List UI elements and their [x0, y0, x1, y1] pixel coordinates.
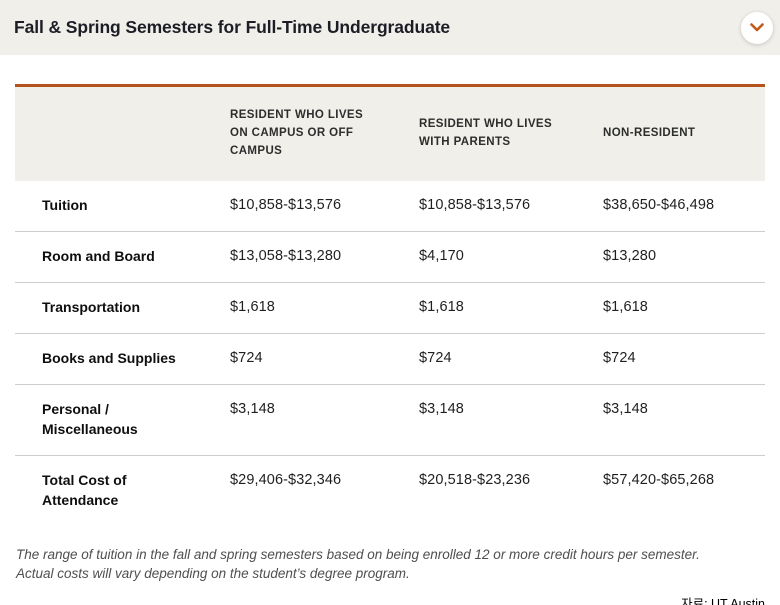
row-value: $57,420-$65,268 — [603, 471, 715, 488]
column-header-non-resident: NON-RESIDENT — [603, 127, 696, 140]
table-row: Room and Board $13,058-$13,280 $4,170 $1… — [15, 231, 765, 282]
row-value: $10,858-$13,576 — [419, 197, 531, 213]
row-value: $724 — [603, 350, 636, 367]
table-row: Total Cost of Attendance $29,406-$32,346… — [15, 454, 765, 526]
footnote-line-1: The range of tuition in the fall and spr… — [16, 547, 700, 563]
column-header-resident-parents: RESIDENT WHO LIVES WITH PARENTS — [419, 118, 553, 148]
table-body: Tuition $10,858-$13,576 $10,858-$13,576 … — [15, 181, 765, 525]
row-value: $38,650-$46,498 — [603, 197, 715, 213]
row-value: $13,280 — [603, 248, 657, 265]
row-value: $20,518-$23,236 — [419, 471, 531, 488]
accordion-header[interactable]: Fall & Spring Semesters for Full-Time Un… — [0, 0, 780, 55]
row-label: Books and Supplies — [42, 350, 176, 367]
table-header-row: RESIDENT WHO LIVES ON CAMPUS OR OFF CAMP… — [15, 87, 765, 181]
row-value: $13,058-$13,280 — [230, 248, 342, 265]
row-value: $10,858-$13,576 — [230, 197, 342, 213]
footnote: The range of tuition in the fall and spr… — [16, 545, 765, 583]
row-label: Room and Board — [42, 248, 155, 265]
table-row: Personal / Miscellaneous $3,148 $3,148 $… — [15, 384, 765, 455]
chevron-down-icon — [750, 23, 764, 32]
column-header-resident-campus: RESIDENT WHO LIVES ON CAMPUS OR OFF CAMP… — [230, 109, 364, 157]
source-credit: 자료: UT Austin — [681, 596, 765, 605]
row-value: $724 — [419, 350, 452, 367]
row-label: Transportation — [42, 299, 141, 316]
table-row: Books and Supplies $724 $724 $724 — [15, 333, 765, 384]
table-row: Transportation $1,618 $1,618 $1,618 — [15, 282, 765, 333]
collapse-toggle-button[interactable] — [741, 11, 773, 44]
row-label: Total Cost of Attendance — [42, 471, 127, 508]
row-label: Tuition — [42, 197, 88, 213]
table-row: Tuition $10,858-$13,576 $10,858-$13,576 … — [15, 181, 765, 231]
accent-bar — [15, 84, 765, 87]
cost-table-card: RESIDENT WHO LIVES ON CAMPUS OR OFF CAMP… — [15, 84, 765, 525]
row-value: $724 — [230, 350, 263, 367]
row-value: $1,618 — [603, 299, 648, 316]
row-value: $3,148 — [419, 401, 464, 418]
row-value: $1,618 — [419, 299, 464, 316]
row-value: $1,618 — [230, 299, 275, 316]
row-value: $4,170 — [419, 248, 464, 265]
row-label: Personal / Miscellaneous — [42, 401, 138, 438]
section-title: Fall & Spring Semesters for Full-Time Un… — [14, 17, 451, 37]
row-value: $3,148 — [603, 401, 648, 418]
row-value: $3,148 — [230, 401, 275, 418]
footnote-line-2: Actual costs will vary depending on the … — [16, 566, 410, 582]
row-value: $29,406-$32,346 — [230, 471, 342, 488]
